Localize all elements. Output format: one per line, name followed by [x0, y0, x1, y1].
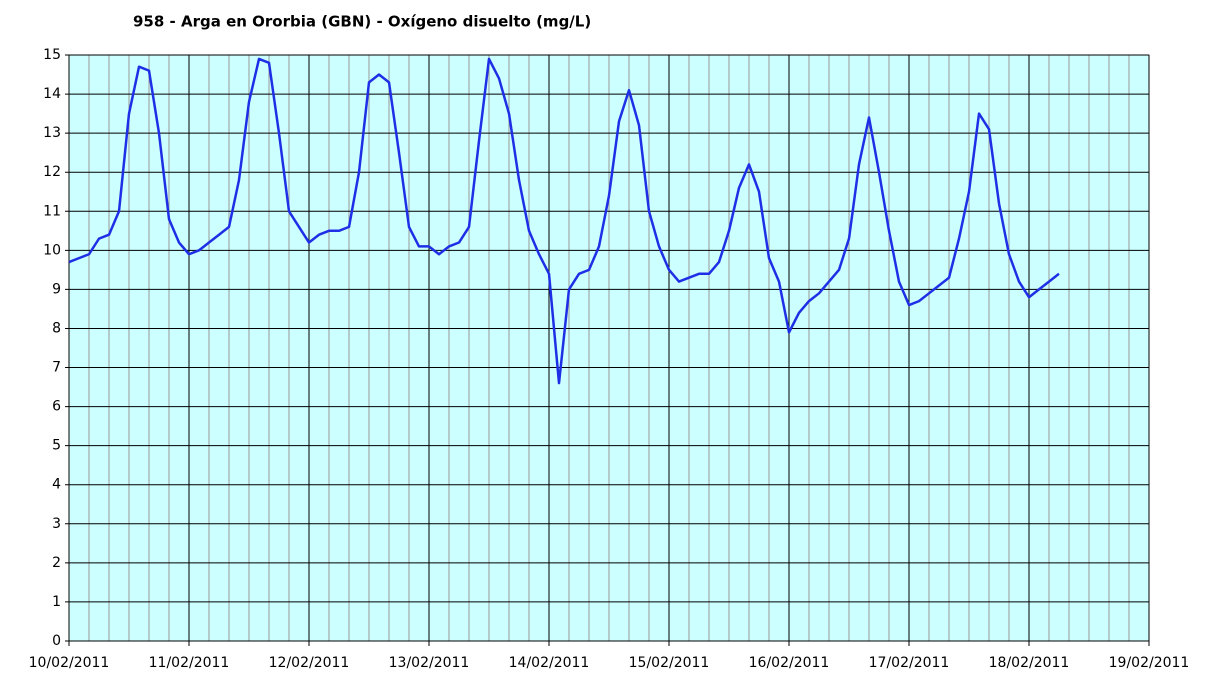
y-tick-label: 8: [52, 320, 61, 336]
y-tick-label: 14: [43, 86, 61, 102]
y-tick-label: 15: [43, 47, 61, 63]
x-tick-label: 14/02/2011: [509, 655, 590, 671]
chart-title: 958 - Arga en Ororbia (GBN) - Oxígeno di…: [133, 13, 591, 31]
x-tick-label: 16/02/2011: [749, 655, 830, 671]
y-tick-label: 10: [43, 242, 61, 258]
x-tick-label: 11/02/2011: [149, 655, 230, 671]
x-tick-label: 15/02/2011: [629, 655, 710, 671]
x-tick-label: 12/02/2011: [269, 655, 350, 671]
y-tick-label: 9: [52, 281, 61, 297]
y-tick-label: 5: [52, 438, 61, 454]
y-tick-label: 2: [52, 555, 61, 571]
y-tick-label: 3: [52, 516, 61, 532]
y-tick-label: 6: [52, 399, 61, 415]
x-tick-label: 13/02/2011: [389, 655, 470, 671]
y-tick-label: 12: [43, 164, 61, 180]
y-tick-label: 11: [43, 203, 61, 219]
x-tick-label: 18/02/2011: [989, 655, 1070, 671]
x-tick-label: 17/02/2011: [869, 655, 950, 671]
data-line: [68, 57, 1060, 385]
y-tick-label: 13: [43, 125, 61, 141]
x-tick-label: 10/02/2011: [29, 655, 110, 671]
y-tick-label: 0: [52, 633, 61, 649]
y-tick-label: 1: [52, 594, 61, 610]
y-tick-label: 4: [52, 477, 61, 493]
x-tick-label: 19/02/2011: [1109, 655, 1190, 671]
y-tick-label: 7: [52, 360, 61, 376]
